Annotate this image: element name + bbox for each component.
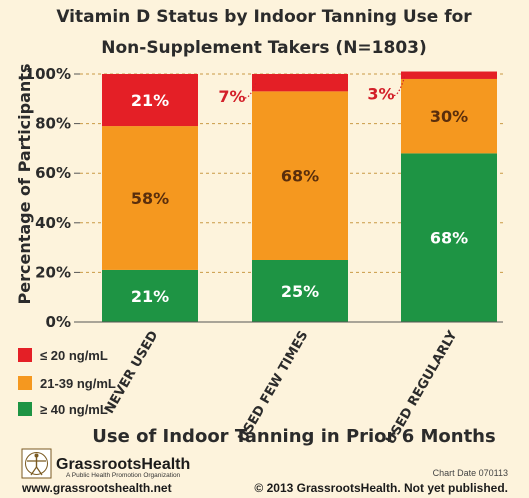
y-tick-label: 100% [25, 65, 71, 83]
bar-segment [252, 91, 348, 260]
segment-value-label: 68% [281, 167, 319, 186]
chart-date: Chart Date 070113 [433, 468, 508, 478]
segment-value-label: 21% [131, 287, 169, 306]
legend-label: ≤ 20 ng/mL [40, 348, 108, 363]
legend-label: 21-39 ng/mL [40, 376, 116, 391]
bar-segment [102, 126, 198, 270]
segment-value-label: 7% [218, 87, 245, 106]
bar-segment [102, 269, 198, 322]
segment-value-label: 21% [131, 91, 169, 110]
brand-tagline: A Public Health Promotion Organization [66, 472, 181, 479]
segment-value-label: 68% [430, 229, 468, 248]
segment-value-label: 58% [131, 189, 169, 208]
segment-value-label: 30% [430, 107, 468, 126]
y-tick-label: 80% [35, 115, 71, 133]
legend: ≤ 20 ng/mL 21-39 ng/mL ≥ 40 ng/mL [18, 348, 116, 417]
segment-labels: 21% 58% 21% 25% 68% 7% 68% 30% 3% [131, 75, 468, 306]
legend-swatch [18, 348, 32, 362]
y-axis-ticks: 0% 20% 40% 60% 80% 100% [25, 65, 80, 331]
legend-label: ≥ 40 ng/mL [40, 402, 108, 417]
bar-segment [401, 78, 497, 154]
copyright: © 2013 GrassrootsHealth. Not yet publish… [254, 481, 508, 495]
y-tick-label: 20% [35, 263, 71, 281]
bar-segment [102, 74, 198, 127]
chart-title-line-1: Vitamin D Status by Indoor Tanning Use f… [56, 7, 472, 27]
bar-segment [401, 71, 497, 79]
y-tick-label: 0% [46, 313, 71, 331]
legend-swatch [18, 402, 32, 416]
bar-segment [401, 153, 497, 322]
x-category-label: NEVER USED [102, 328, 162, 416]
bar-segment [252, 260, 348, 322]
y-axis-label: Percentage of Participants [15, 64, 34, 305]
brand-name: GrassrootsHealth [56, 456, 190, 473]
label-leader-line [244, 82, 257, 99]
bar-segment [252, 74, 348, 92]
y-tick-label: 60% [35, 164, 71, 182]
website-link[interactable]: www.grassrootshealth.net [21, 481, 172, 495]
legend-swatch [18, 376, 32, 390]
chart-title-line-2: Non-Supplement Takers (N=1803) [101, 38, 427, 58]
grassroots-logo [21, 448, 52, 479]
segment-value-label: 3% [367, 85, 394, 104]
y-tick-label: 40% [35, 214, 71, 232]
label-leader-line [393, 75, 406, 97]
bars [102, 71, 497, 322]
x-axis-label: Use of Indoor Tanning in Prior 6 Months [92, 426, 495, 447]
segment-value-label: 25% [281, 282, 319, 301]
